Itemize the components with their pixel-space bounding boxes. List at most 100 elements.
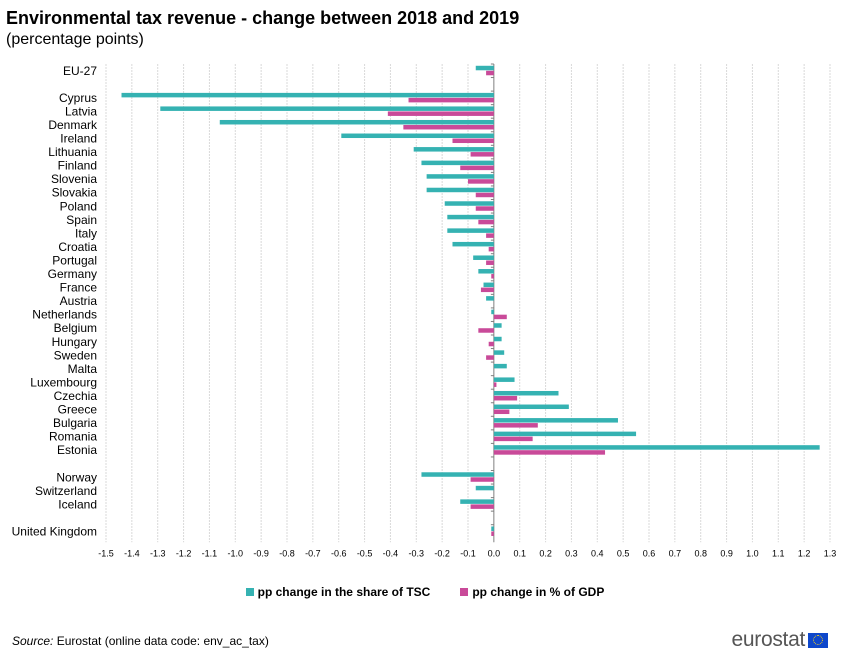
x-tick-label: -1.4 — [124, 548, 140, 558]
category-label: Switzerland — [35, 484, 97, 498]
bar-gdp — [486, 233, 494, 238]
bar-gdp — [478, 328, 494, 333]
x-tick-label: -1.5 — [98, 548, 114, 558]
bar-gdp — [493, 436, 533, 442]
bar-gdp — [486, 355, 494, 360]
bar-gdp — [468, 179, 494, 184]
category-label: Estonia — [57, 443, 97, 457]
legend-item-tsc: pp change in the share of TSC — [245, 585, 430, 599]
bar-tsc — [483, 282, 494, 288]
chart-subtitle: (percentage points) — [6, 31, 144, 48]
category-label: Romania — [49, 430, 97, 444]
x-tick-label: 0.5 — [617, 548, 630, 558]
bar-tsc — [493, 445, 820, 450]
bar-gdp — [460, 165, 494, 171]
category-label: Slovakia — [52, 186, 98, 200]
bar-tsc — [493, 390, 559, 396]
bar-gdp — [387, 111, 494, 116]
x-tick-label: 0.4 — [591, 548, 604, 558]
category-label: Finland — [58, 159, 97, 173]
bar-gdp — [452, 138, 494, 144]
x-tick-label: 0.9 — [720, 548, 733, 558]
x-tick-label: -0.5 — [357, 548, 373, 558]
category-label: Hungary — [52, 335, 97, 349]
category-label: Denmark — [48, 118, 98, 132]
x-tick-label: 1.1 — [772, 548, 785, 558]
bar-tsc — [493, 418, 618, 423]
x-tick-label: -0.7 — [305, 548, 321, 558]
bar-tsc — [421, 472, 494, 477]
x-tick-label: 0.1 — [513, 548, 526, 558]
category-label: Italy — [75, 226, 97, 240]
x-tick-label: 1.2 — [798, 548, 811, 558]
category-label: Luxembourg — [30, 375, 97, 389]
bar-tsc — [475, 65, 494, 71]
bar-tsc — [475, 485, 494, 491]
bar-gdp — [488, 341, 494, 347]
source-label: Source: — [12, 634, 54, 648]
bar-tsc — [486, 296, 494, 301]
bar-tsc — [447, 228, 494, 233]
bar-gdp — [480, 287, 494, 293]
x-tick-label: -0.4 — [383, 548, 399, 558]
x-tick-label: 0.3 — [565, 548, 578, 558]
bar-tsc — [473, 255, 494, 260]
eu-flag-icon — [808, 632, 828, 648]
bar-tsc — [121, 92, 494, 98]
bar-gdp — [478, 219, 494, 225]
bar-gdp — [475, 192, 494, 198]
x-tick-label: -0.8 — [279, 548, 295, 558]
x-tick-label: -1.1 — [202, 548, 218, 558]
category-label: France — [60, 281, 98, 295]
bar-gdp — [470, 477, 494, 482]
bar-tsc — [493, 377, 515, 382]
bar-tsc — [493, 323, 502, 328]
legend-swatch-gdp — [460, 588, 469, 596]
bar-tsc — [341, 133, 494, 139]
category-label: Poland — [60, 199, 97, 213]
legend-item-gdp: pp change in % of GDP — [460, 585, 604, 599]
x-tick-label: 1.3 — [824, 548, 837, 558]
bar-tsc — [444, 201, 494, 206]
category-label: Lithuania — [48, 145, 97, 159]
bar-gdp — [491, 274, 494, 279]
x-tick-label: -0.1 — [460, 548, 476, 558]
bar-gdp — [493, 382, 497, 387]
bar-gdp — [470, 152, 494, 157]
category-label: Slovenia — [51, 172, 97, 186]
category-label: Austria — [60, 294, 98, 308]
category-label: Croatia — [58, 240, 97, 254]
source-note: Source: Eurostat (online data code: env_… — [12, 634, 269, 648]
bar-gdp — [488, 246, 494, 252]
logo-text: eurostat — [731, 628, 806, 651]
category-label: Norway — [56, 470, 97, 484]
bar-gdp — [408, 97, 494, 103]
x-tick-label: 0.8 — [694, 548, 707, 558]
category-label: Belgium — [54, 321, 97, 335]
legend-label-gdp: pp change in % of GDP — [472, 585, 605, 599]
x-tick-label: 0.0 — [488, 548, 501, 558]
bar-tsc — [413, 147, 494, 152]
bar-tsc — [493, 350, 505, 355]
category-label: Germany — [48, 267, 97, 281]
bar-gdp — [470, 504, 494, 509]
chart-title: Environmental tax revenue - change betwe… — [6, 8, 520, 28]
bar-gdp — [493, 423, 538, 428]
category-label: United Kingdom — [12, 524, 97, 538]
category-label: Cyprus — [59, 91, 97, 105]
bar-gdp — [403, 124, 494, 130]
x-tick-label: 0.6 — [643, 548, 656, 558]
category-label: Greece — [58, 403, 98, 417]
bar-tsc — [460, 499, 494, 504]
bar-tsc — [478, 269, 494, 274]
bar-gdp — [493, 409, 510, 415]
bar-tsc — [426, 174, 494, 179]
category-label: Latvia — [65, 104, 97, 118]
bar-gdp — [491, 531, 494, 536]
bar-tsc — [447, 214, 494, 220]
category-label: Czechia — [54, 389, 98, 403]
bar-tsc — [493, 404, 569, 410]
bar-gdp — [493, 450, 606, 455]
category-label: Iceland — [58, 497, 97, 511]
eurostat-logo: eurostat — [732, 628, 828, 652]
